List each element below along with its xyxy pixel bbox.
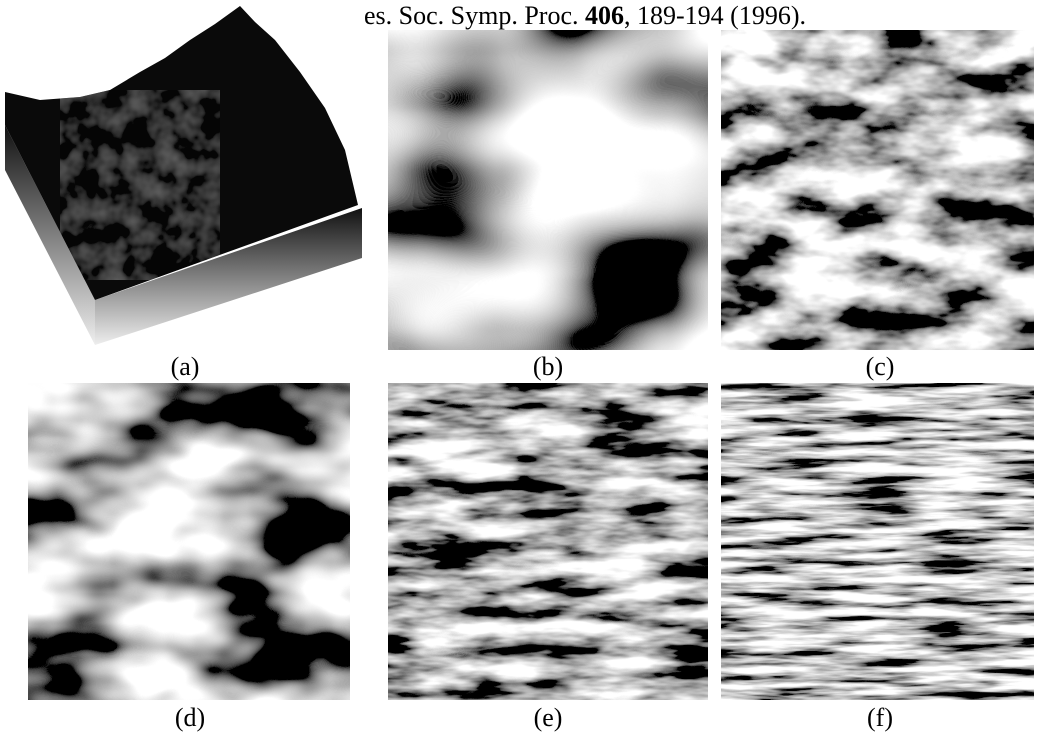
figure: es. Soc. Symp. Proc. 406, 189-194 (1996)… <box>0 0 1037 734</box>
panel-a-surface <box>5 6 362 345</box>
panel-e-image <box>388 383 708 700</box>
citation-part: , 189-194 (1996). <box>624 1 806 30</box>
panel-label: (b) <box>533 352 563 381</box>
citation: es. Soc. Symp. Proc. 406, 189-194 (1996)… <box>364 1 806 30</box>
citation-part: 406 <box>585 1 624 30</box>
panel-c-image <box>721 30 1034 350</box>
panel-label: (d) <box>175 703 205 732</box>
citation-part: es. Soc. Symp. Proc. <box>364 1 585 30</box>
panel-label: (c) <box>866 352 895 381</box>
panel-label: (a) <box>171 352 200 381</box>
panel-d-image <box>28 383 350 700</box>
figure-page: es. Soc. Symp. Proc. 406, 189-194 (1996)… <box>0 0 1037 734</box>
panel-f-image <box>721 383 1034 700</box>
panel-b-image <box>388 30 708 350</box>
panel-label: (f) <box>867 703 893 732</box>
panel-label: (e) <box>534 703 563 732</box>
